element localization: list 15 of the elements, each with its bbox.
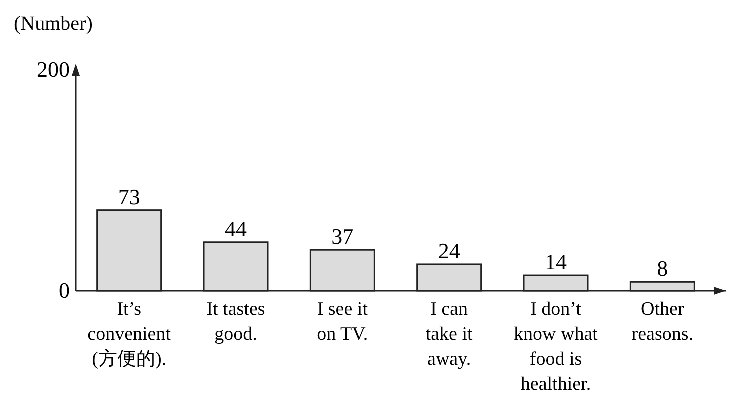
data-label: 37 [332,224,354,250]
y-tick-label: 0 [59,278,70,303]
data-label: 44 [225,216,247,242]
x-tick-label: I don’t know what food is healthier. [514,299,599,395]
data-label: 73 [118,184,140,210]
data-label: 8 [657,256,668,282]
y-axis-title: (Number) [14,13,93,35]
x-tick-label: It tastes good. [206,299,266,345]
x-tick-label: It’s convenient (方便的). [88,299,172,370]
y-tick-label: 200 [37,57,70,82]
data-label: 24 [438,238,460,264]
data-label: 14 [545,250,567,275]
x-tick-label: I can take it away. [426,299,474,370]
x-tick-label: Other reasons. [632,299,694,345]
x-tick-label: I see it on TV. [317,299,369,345]
